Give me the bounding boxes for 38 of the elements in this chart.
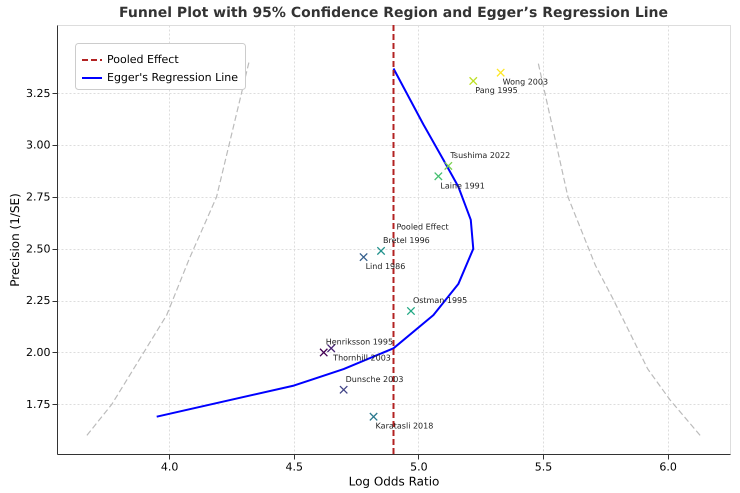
annotation: Ostman 1995	[412, 296, 468, 305]
point	[359, 252, 368, 262]
annotation: Henriksson 1995	[326, 337, 394, 346]
y-tick-label: 3.25	[26, 86, 50, 100]
point	[339, 385, 348, 394]
annotation: Wong 2003	[502, 78, 548, 87]
annotation: Bretel 1996	[383, 236, 430, 245]
chart-title: Funnel Plot with 95% Confidence Region and Egger’s Regression Line	[118, 5, 668, 21]
point	[468, 76, 478, 86]
x-tick-label: 4.5	[286, 460, 304, 474]
y-tick-label: 1.75	[26, 398, 50, 411]
x-tick-label: 5.5	[534, 460, 552, 474]
y-tick-label: 2.75	[26, 190, 50, 204]
annotation: Karatasli 2018	[376, 422, 434, 431]
point	[319, 348, 328, 357]
text: Pooled Effect	[107, 53, 179, 66]
point	[496, 68, 506, 78]
legend-label: Egger's Regression Line	[107, 71, 238, 84]
y-tick-label: 2.25	[26, 294, 50, 308]
point	[369, 412, 378, 422]
x-axis-title: Log Odds Ratio	[348, 474, 440, 488]
y-tick-label: 2.50	[26, 242, 50, 256]
ref-line-label: Pooled Effect	[396, 222, 449, 232]
y-tick-label: 3.00	[26, 138, 50, 152]
annotation: Thornhill 2003	[332, 353, 391, 362]
x-tick-label: 6.0	[659, 460, 677, 474]
annotation: Lind 1986	[366, 262, 406, 272]
y-tick-label: 2.00	[26, 346, 50, 359]
y-axis-title: Precision (1/SE)	[8, 193, 22, 287]
point	[444, 162, 453, 170]
annotation: Pang 1995	[475, 86, 518, 95]
point	[434, 172, 443, 181]
x-tick-label: 5.0	[410, 460, 428, 474]
x-tick-label: 4.0	[160, 460, 178, 474]
annotation: Tsushima 2022	[449, 150, 510, 160]
point	[406, 306, 416, 316]
line-series	[86, 62, 250, 436]
point	[376, 246, 386, 256]
